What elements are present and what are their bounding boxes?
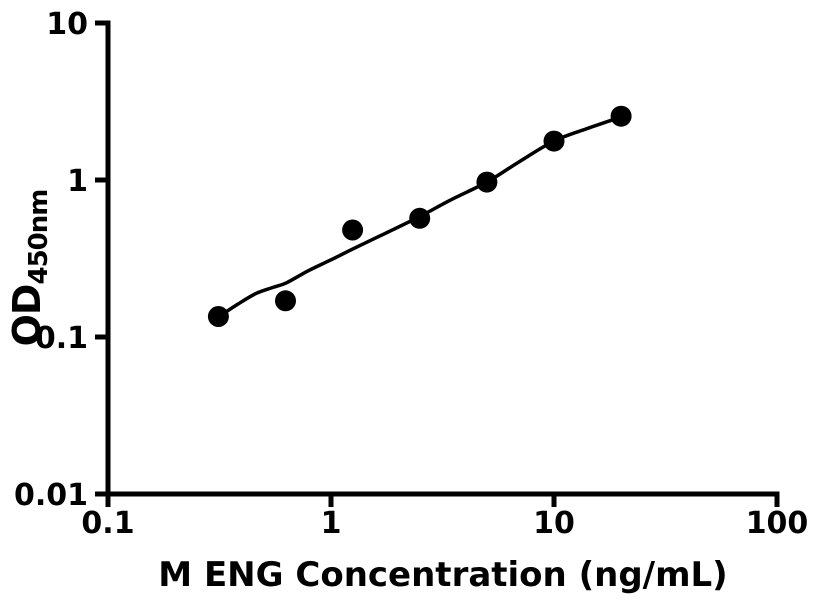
data-point <box>275 290 296 312</box>
data-point <box>476 171 498 193</box>
y-axis-title-main: OD <box>5 284 49 347</box>
y-tick-label: 0.01 <box>14 478 88 513</box>
x-tick-label: 0.1 <box>81 506 134 541</box>
data-point <box>342 219 364 241</box>
y-tick-label: 1 <box>67 164 88 199</box>
y-tick-label: 10 <box>46 7 88 42</box>
x-axis-title: M ENG Concentration (ng/mL) <box>158 558 727 592</box>
data-point <box>610 105 632 127</box>
fit-curve <box>216 115 623 319</box>
x-axis-title-text: M ENG Concentration (ng/mL) <box>158 555 728 595</box>
y-axis-title: OD450nm <box>5 189 54 347</box>
y-tick-label: 0.1 <box>35 321 88 356</box>
data-point <box>409 207 431 229</box>
data-point <box>543 130 565 152</box>
x-tick-label: 10 <box>533 506 575 541</box>
data-point <box>207 306 229 327</box>
x-tick-label: 1 <box>321 506 342 541</box>
y-axis-title-subscript: 450nm <box>24 189 54 285</box>
x-tick-label: 100 <box>746 506 809 541</box>
